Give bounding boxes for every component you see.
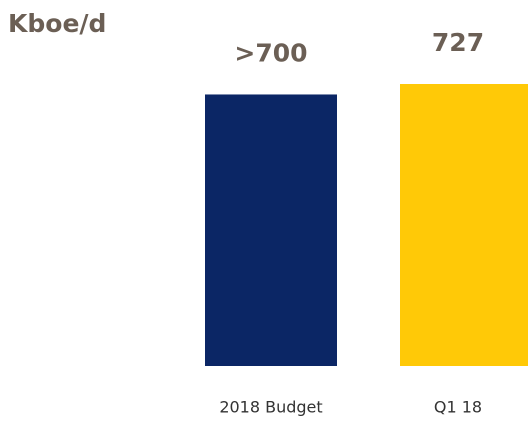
category-label: 2018 Budget xyxy=(219,398,322,417)
chart-title: Kboe/d xyxy=(8,9,106,38)
bar xyxy=(205,94,337,366)
bar xyxy=(400,84,528,366)
category-label: Q1 18 xyxy=(434,398,482,417)
value-label: >700 xyxy=(234,38,307,67)
value-label: 727 xyxy=(432,28,484,57)
